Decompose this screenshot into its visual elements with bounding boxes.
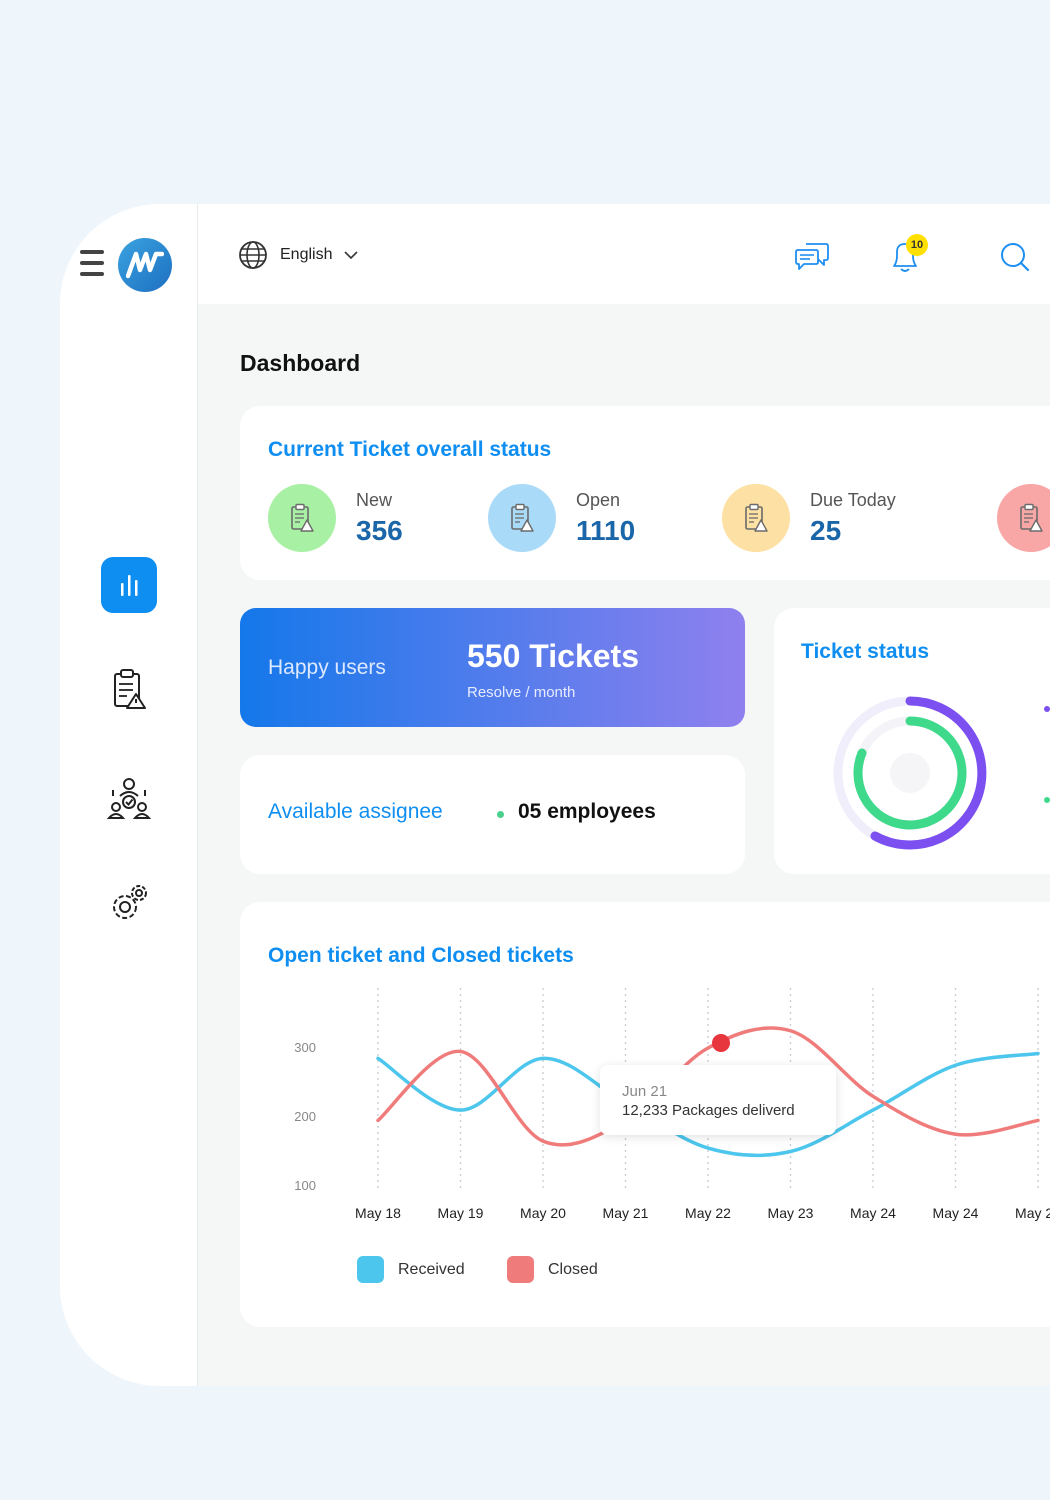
- x-tick-label: May 21: [603, 1205, 649, 1221]
- menu-icon[interactable]: [80, 250, 104, 280]
- language-selector[interactable]: English: [238, 240, 359, 270]
- tickets-chart-card: Open ticket and Closed tickets May 18 May…: [240, 902, 1050, 1327]
- legend-dot-green: [1044, 797, 1050, 803]
- y-tick-label: 100: [294, 1178, 316, 1193]
- clipboard-icon: [1020, 503, 1043, 532]
- nav-settings[interactable]: [101, 875, 157, 931]
- x-tick-label: May 24: [850, 1205, 896, 1221]
- ticket-status-donut: [833, 696, 1050, 850]
- y-tick-label: 300: [294, 1040, 316, 1055]
- legend-received-swatch: [357, 1256, 384, 1283]
- assignee-label: Available assignee: [268, 800, 443, 823]
- chart-title: Open ticket and Closed tickets: [268, 944, 574, 967]
- clipboard-icon: [511, 503, 534, 532]
- notifications-button[interactable]: 10: [888, 234, 928, 279]
- gears-icon: [113, 885, 147, 919]
- bell-icon: [893, 243, 917, 272]
- assignee-card[interactable]: Available assignee 05 employees: [240, 755, 745, 874]
- ticket-overview-title: Current Ticket overall status: [268, 438, 552, 461]
- x-tick-label: May 22: [685, 1205, 731, 1221]
- chart-tooltip: Jun 21 12,233 Packages deliverd: [600, 1065, 836, 1135]
- tickets-line-chart: May 18 May 19 May 20 May 21 May 22 May 23 May …: [294, 988, 1050, 1221]
- clipboard-icon: [291, 503, 314, 532]
- team-icon: [107, 778, 151, 819]
- stat-open-badge: [488, 484, 556, 552]
- x-tick-label: May 18: [355, 1205, 401, 1221]
- bar-chart-icon: [121, 575, 138, 596]
- nav-assignees[interactable]: [101, 770, 157, 826]
- happy-users-sub: Resolve / month: [467, 684, 576, 701]
- chat-icon: [795, 243, 829, 270]
- legend-closed-swatch: [507, 1256, 534, 1283]
- legend-closed[interactable]: Closed: [507, 1256, 598, 1283]
- chat-button[interactable]: [794, 238, 830, 277]
- stat-open-label: Open: [576, 489, 621, 510]
- x-tick-label: May 19: [438, 1205, 484, 1221]
- app-logo: [118, 238, 172, 292]
- legend-received[interactable]: Received: [357, 1256, 465, 1283]
- donut-outer-arc: [870, 696, 987, 850]
- legend-received-label: Received: [398, 1260, 465, 1278]
- stat-open[interactable]: Open 1110: [488, 484, 635, 552]
- globe-icon: [239, 241, 267, 269]
- happy-users-value: 550 Tickets: [467, 638, 639, 674]
- series-line-closed: [376, 1026, 1040, 1147]
- stat-new-label: New: [356, 489, 393, 510]
- happy-users-card[interactable]: Happy users 550 Tickets Resolve / month: [240, 608, 745, 727]
- happy-users-label: Happy users: [268, 656, 386, 679]
- clipboard-icon: [745, 503, 768, 532]
- x-tick-label: May 24: [933, 1205, 979, 1221]
- stat-new[interactable]: New 356: [268, 484, 403, 552]
- ticket-status-card: Ticket status: [774, 608, 1050, 874]
- language-label: English: [280, 246, 333, 263]
- status-dot: [497, 811, 504, 818]
- sidebar: [60, 204, 198, 1386]
- nav-dashboard[interactable]: [101, 557, 157, 613]
- app-window: English 10 Da: [60, 204, 1050, 1386]
- ticket-overview-card: Current Ticket overall status New 356: [240, 406, 1050, 580]
- top-bar: English 10: [198, 204, 1050, 304]
- search-button[interactable]: [998, 238, 1032, 279]
- stat-overdue-badge: [997, 484, 1050, 552]
- tooltip-text: 12,233 Packages deliverd: [622, 1102, 795, 1119]
- stat-due-today[interactable]: Due Today 25: [722, 484, 896, 552]
- legend-closed-label: Closed: [548, 1260, 598, 1278]
- notification-badge: 10: [906, 234, 928, 256]
- logo-mark-icon: [126, 251, 164, 279]
- chevron-down-icon: [344, 251, 359, 260]
- stat-due-value: 25: [810, 514, 842, 546]
- clipboard-icon: [114, 669, 146, 709]
- y-tick-label: 200: [294, 1109, 316, 1124]
- stat-overdue[interactable]: [997, 484, 1050, 552]
- x-tick-label: May 23: [768, 1205, 814, 1221]
- series-line-received: [376, 1051, 1040, 1158]
- highlight-point: [712, 1034, 730, 1052]
- assignee-value: 05 employees: [518, 800, 656, 823]
- nav-tickets[interactable]: [101, 662, 157, 718]
- tooltip-date: Jun 21: [622, 1083, 668, 1100]
- stat-due-label: Due Today: [810, 489, 896, 510]
- ticket-status-title: Ticket status: [801, 640, 929, 663]
- page-title: Dashboard: [240, 350, 361, 376]
- stat-due-badge: [722, 484, 790, 552]
- x-tick-label: May 25: [1015, 1205, 1050, 1221]
- donut-center: [890, 753, 930, 793]
- search-icon: [1001, 243, 1030, 272]
- x-tick-label: May 20: [520, 1205, 566, 1221]
- legend-dot-purple: [1044, 706, 1050, 712]
- stat-new-value: 356: [356, 514, 403, 546]
- donut-inner-arc: [853, 716, 967, 830]
- stat-new-badge: [268, 484, 336, 552]
- stat-open-value: 1110: [576, 514, 636, 546]
